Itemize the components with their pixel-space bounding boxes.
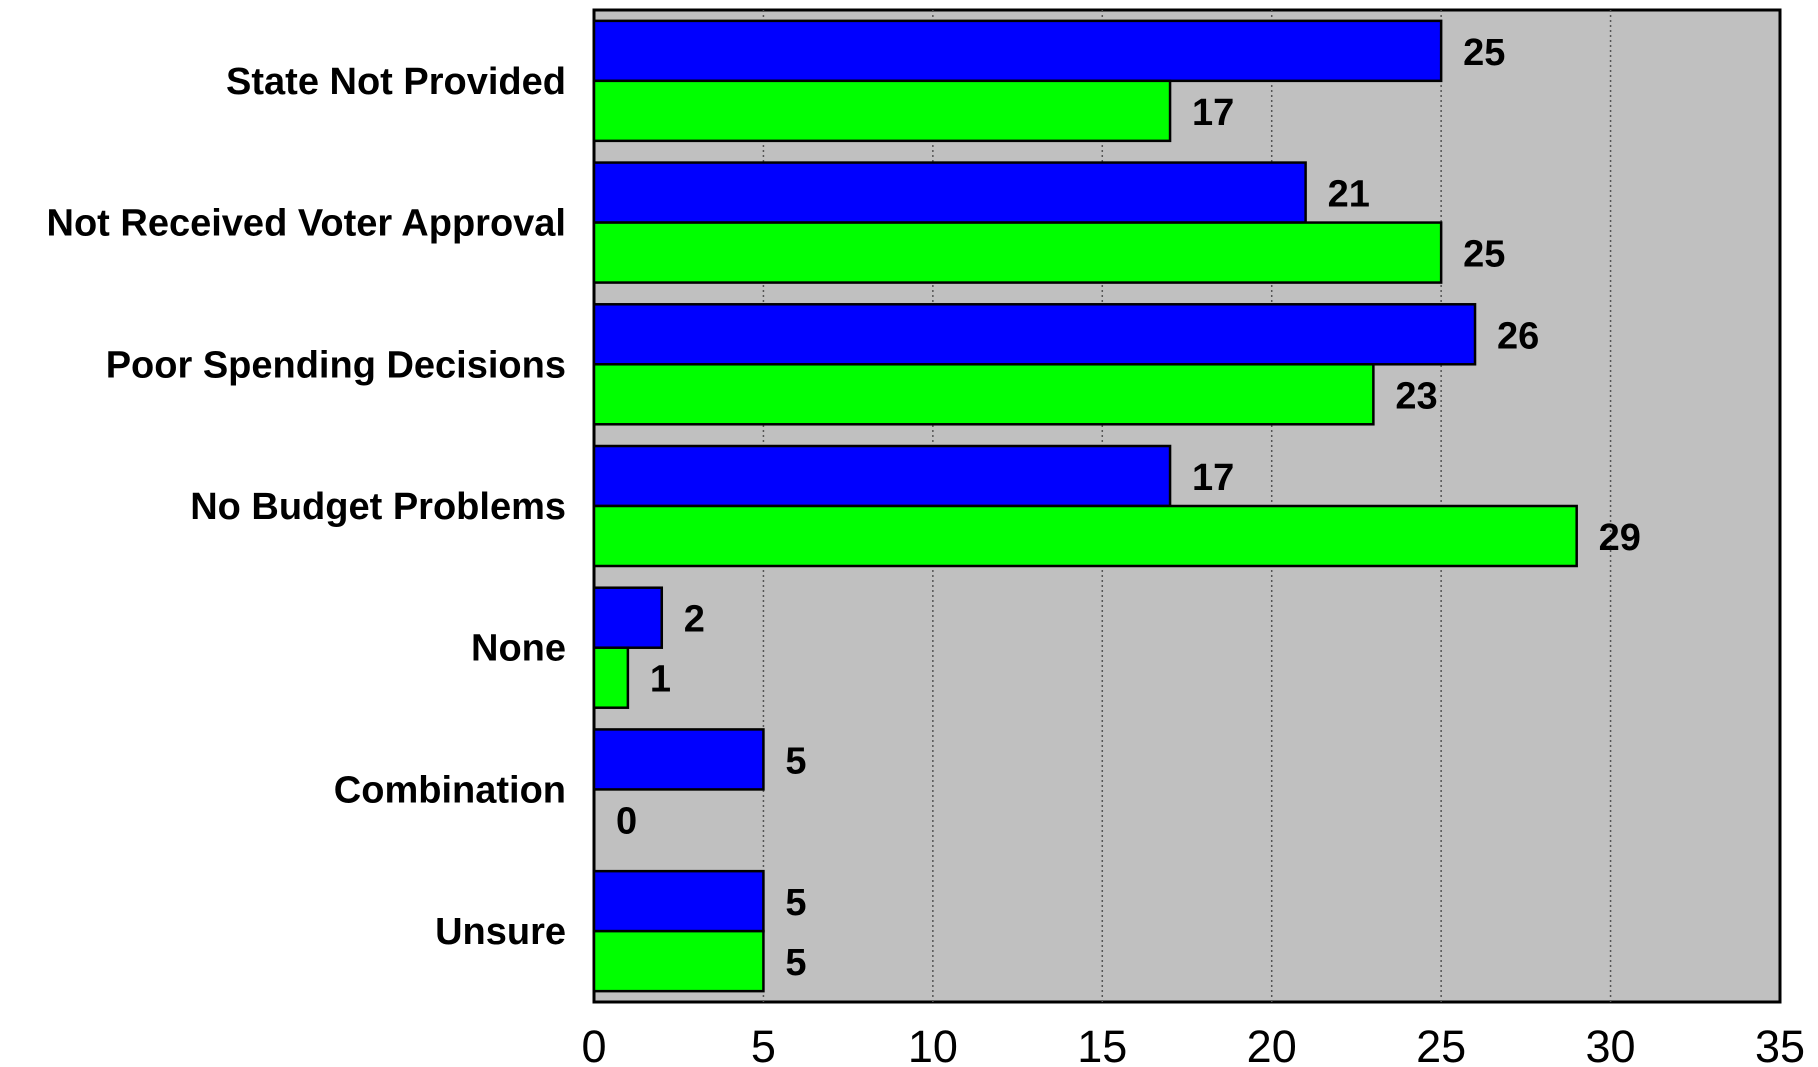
bar [592, 221, 1443, 284]
bar [592, 504, 1578, 568]
bar [592, 929, 765, 993]
x-tick-label: 20 [1247, 1021, 1297, 1067]
data-label: 0 [616, 800, 637, 842]
data-label: 21 [1328, 174, 1370, 216]
data-label: 29 [1599, 517, 1641, 559]
data-label: 5 [785, 740, 806, 782]
x-tick-label: 30 [1586, 1021, 1636, 1067]
x-tick-label: 0 [581, 1021, 606, 1067]
data-label: 25 [1463, 234, 1505, 276]
bar [592, 303, 1477, 366]
data-label: 25 [1463, 32, 1505, 74]
category-label: No Budget Problems [190, 486, 566, 528]
bar [592, 728, 765, 791]
data-label: 23 [1395, 375, 1437, 417]
category-label: Not Received Voter Approval [47, 203, 566, 245]
x-axis-tick-labels: 0 5 10 15 20 25 30 35 [581, 1021, 1805, 1067]
data-label: 5 [785, 882, 806, 924]
data-label: 2 [684, 599, 705, 641]
bar [592, 161, 1307, 224]
category-label: Combination [334, 769, 566, 811]
x-tick-label: 5 [751, 1021, 776, 1067]
x-tick-label: 35 [1755, 1021, 1805, 1067]
bar [592, 586, 664, 649]
category-label: State Not Provided [226, 61, 566, 103]
bar [592, 869, 765, 933]
category-label: Poor Spending Decisions [106, 344, 566, 386]
x-tick-label: 15 [1077, 1021, 1127, 1067]
x-tick-label: 25 [1416, 1021, 1466, 1067]
data-label: 17 [1192, 457, 1234, 499]
bar [592, 646, 630, 709]
category-label: Unsure [435, 911, 566, 953]
x-tick-label: 10 [908, 1021, 958, 1067]
category-labels: State Not Provided Not Received Voter App… [47, 61, 566, 953]
data-label: 17 [1192, 92, 1234, 134]
category-label: None [471, 628, 566, 670]
bar [592, 444, 1172, 508]
data-label: 1 [650, 659, 671, 701]
bar [592, 363, 1375, 426]
value-labels: 25 17 21 25 26 23 17 29 21 5 0 5 5 [616, 32, 1641, 984]
data-label: 5 [785, 942, 806, 984]
data-label: 26 [1497, 315, 1539, 357]
bar [592, 19, 1443, 83]
bars [592, 19, 1578, 993]
bar [592, 79, 1172, 143]
